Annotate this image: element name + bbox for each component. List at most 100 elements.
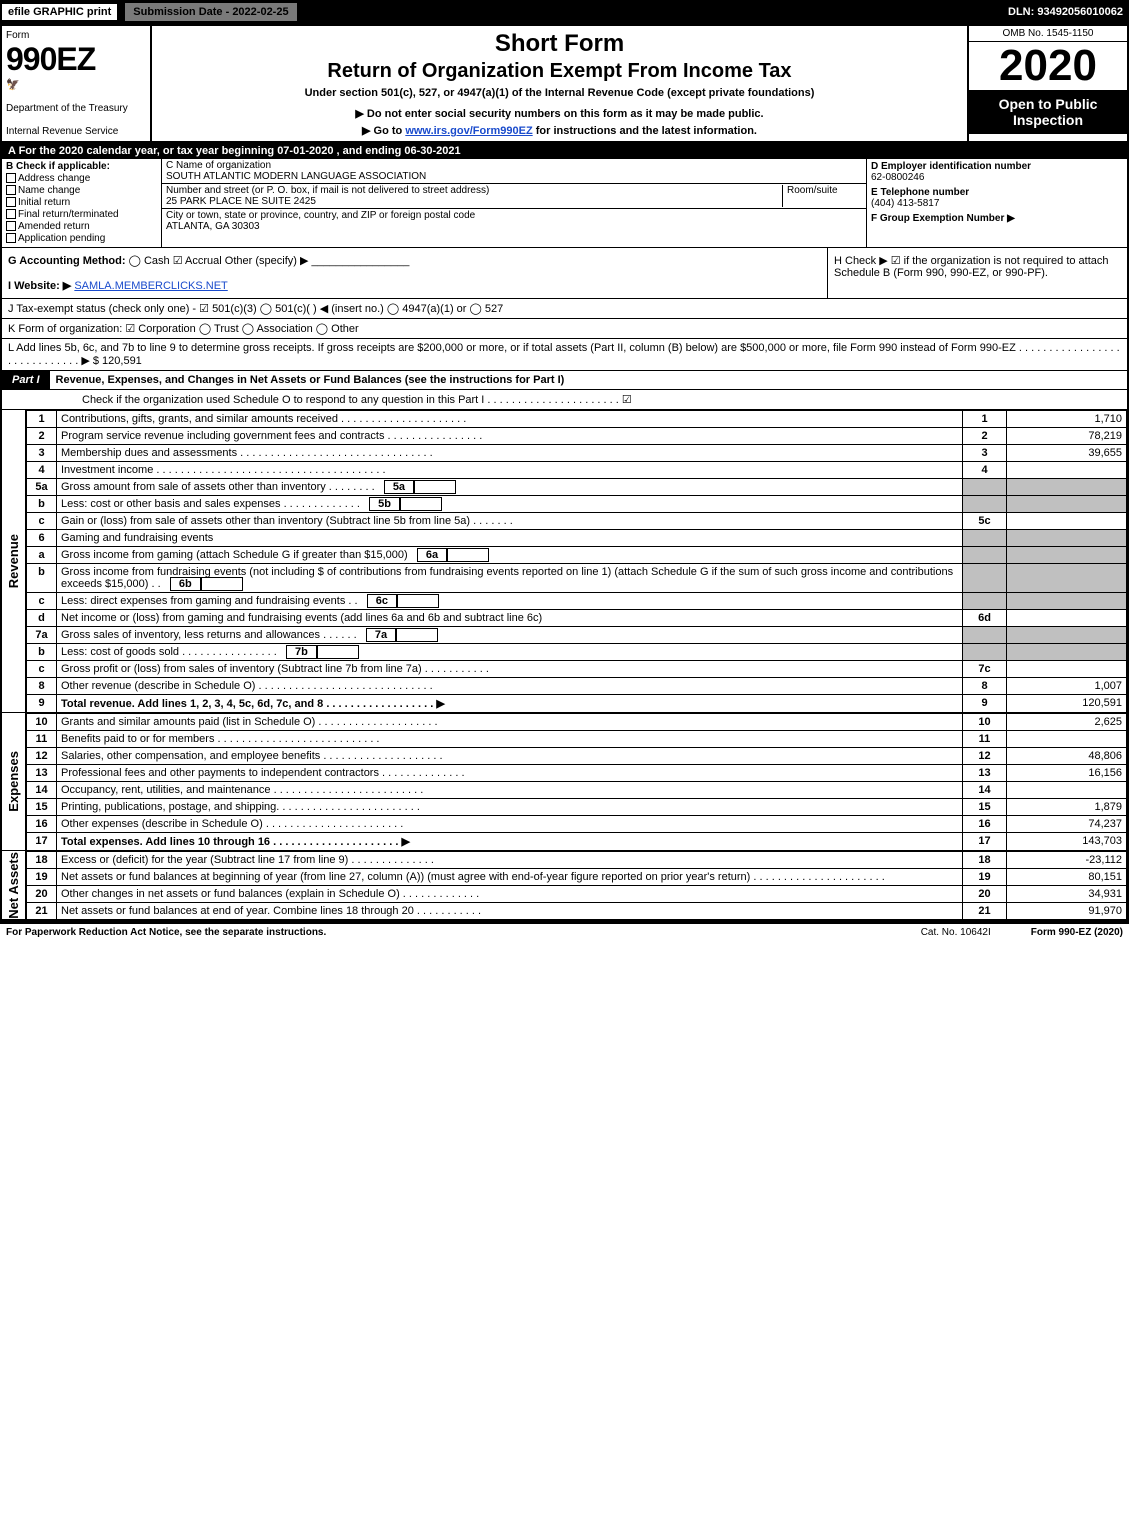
f-label: F Group Exemption Number ▶ (871, 213, 1015, 224)
form-outer: Form 990EZ 🦅 Department of the Treasury … (0, 24, 1129, 922)
row-15: 15Printing, publications, postage, and s… (27, 799, 1127, 816)
line-a-bar: A For the 2020 calendar year, or tax yea… (2, 143, 1127, 159)
col-c: C Name of organization SOUTH ATLANTIC MO… (162, 159, 867, 247)
c-name-label: C Name of organization (166, 160, 862, 171)
chk-amended-return[interactable]: Amended return (6, 221, 157, 232)
goto-post: for instructions and the latest informat… (536, 125, 757, 137)
row-2: 2Program service revenue including gover… (27, 428, 1127, 445)
g-accrual[interactable]: ☑ Accrual (173, 255, 222, 267)
b-label: B Check if applicable: (6, 161, 110, 172)
form-header: Form 990EZ 🦅 Department of the Treasury … (2, 26, 1127, 143)
row-1: 1Contributions, gifts, grants, and simil… (27, 411, 1127, 428)
row-8: 8Other revenue (describe in Schedule O) … (27, 678, 1127, 695)
c-city-label: City or town, state or province, country… (166, 210, 475, 221)
d-label: D Employer identification number (871, 161, 1031, 172)
row-14: 14Occupancy, rent, utilities, and mainte… (27, 782, 1127, 799)
row-11: 11Benefits paid to or for members . . . … (27, 731, 1127, 748)
footer-right: Form 990-EZ (2020) (1031, 927, 1123, 938)
row-20: 20Other changes in net assets or fund ba… (27, 886, 1127, 903)
website-link[interactable]: SAMLA.MEMBERCLICKS.NET (74, 280, 227, 292)
expenses-table: 10Grants and similar amounts paid (list … (26, 713, 1127, 851)
e-label: E Telephone number (871, 187, 969, 198)
chk-final-return[interactable]: Final return/terminated (6, 209, 157, 220)
form-word: Form (6, 30, 146, 41)
c-room-label: Room/suite (787, 185, 862, 196)
submission-date: Submission Date - 2022-02-25 (123, 1, 298, 23)
chk-application-pending[interactable]: Application pending (6, 233, 157, 244)
line-l: L Add lines 5b, 6c, and 7b to line 9 to … (2, 339, 1127, 371)
g-cash[interactable]: ◯ Cash (129, 255, 170, 267)
part-i-title: Revenue, Expenses, and Changes in Net As… (50, 374, 565, 386)
seal-icon: 🦅 (6, 78, 146, 91)
expenses-group: Expenses 10Grants and similar amounts pa… (2, 713, 1127, 851)
chk-name-change[interactable]: Name change (6, 185, 157, 196)
subtitle-ssn: ▶ Do not enter social security numbers o… (156, 107, 963, 120)
header-right: OMB No. 1545-1150 2020 Open to Public In… (967, 26, 1127, 141)
subtitle-section: Under section 501(c), 527, or 4947(a)(1)… (156, 87, 963, 99)
dln: DLN: 93492056010062 (1008, 6, 1129, 18)
netassets-side-label: Net Assets (2, 851, 26, 920)
chk-initial-return[interactable]: Initial return (6, 197, 157, 208)
row-6b: bGross income from fundraising events (n… (27, 564, 1127, 593)
revenue-group: Revenue 1Contributions, gifts, grants, a… (2, 410, 1127, 713)
row-4: 4Investment income . . . . . . . . . . .… (27, 462, 1127, 479)
row-6c: cLess: direct expenses from gaming and f… (27, 593, 1127, 610)
efile-label: efile GRAPHIC print (0, 2, 119, 22)
form-number: 990EZ (6, 41, 146, 78)
row-12: 12Salaries, other compensation, and empl… (27, 748, 1127, 765)
part-i-bar: Part I Revenue, Expenses, and Changes in… (2, 371, 1127, 390)
omb-number: OMB No. 1545-1150 (969, 26, 1127, 42)
section-bcd: B Check if applicable: Address change Na… (2, 159, 1127, 248)
revenue-side-label: Revenue (2, 410, 26, 713)
row-10: 10Grants and similar amounts paid (list … (27, 714, 1127, 731)
tax-year: 2020 (969, 42, 1127, 90)
row-3: 3Membership dues and assessments . . . .… (27, 445, 1127, 462)
h-text: H Check ▶ ☑ if the organization is not r… (834, 255, 1109, 279)
row-7b: bLess: cost of goods sold . . . . . . . … (27, 644, 1127, 661)
netassets-group: Net Assets 18Excess or (deficit) for the… (2, 851, 1127, 920)
row-13: 13Professional fees and other payments t… (27, 765, 1127, 782)
row-16: 16Other expenses (describe in Schedule O… (27, 816, 1127, 833)
part-i-check: Check if the organization used Schedule … (2, 390, 1127, 410)
c-name-value: SOUTH ATLANTIC MODERN LANGUAGE ASSOCIATI… (166, 171, 862, 182)
open-to-public: Open to Public Inspection (969, 90, 1127, 134)
line-k: K Form of organization: ☑ Corporation ◯ … (2, 319, 1127, 339)
g-other[interactable]: Other (specify) ▶ ________________ (225, 255, 410, 267)
expenses-side-label: Expenses (2, 713, 26, 851)
netassets-table: 18Excess or (deficit) for the year (Subt… (26, 851, 1127, 920)
g-block: G Accounting Method: ◯ Cash ☑ Accrual Ot… (2, 248, 827, 298)
chk-address-change[interactable]: Address change (6, 173, 157, 184)
subtitle-goto: ▶ Go to www.irs.gov/Form990EZ for instru… (156, 124, 963, 137)
part-i-tag: Part I (2, 371, 50, 389)
title-short-form: Short Form (156, 30, 963, 58)
goto-pre: ▶ Go to (362, 125, 405, 137)
h-block: H Check ▶ ☑ if the organization is not r… (827, 248, 1127, 298)
row-7c: cGross profit or (loss) from sales of in… (27, 661, 1127, 678)
page-footer: For Paperwork Reduction Act Notice, see … (0, 922, 1129, 941)
row-6a: aGross income from gaming (attach Schedu… (27, 547, 1127, 564)
irs-link[interactable]: www.irs.gov/Form990EZ (405, 125, 532, 137)
row-21: 21Net assets or fund balances at end of … (27, 903, 1127, 920)
line-j: J Tax-exempt status (check only one) - ☑… (2, 299, 1127, 319)
row-5b: bLess: cost or other basis and sales exp… (27, 496, 1127, 513)
row-18: 18Excess or (deficit) for the year (Subt… (27, 852, 1127, 869)
footer-mid: Cat. No. 10642I (921, 927, 991, 938)
top-bar: efile GRAPHIC print Submission Date - 20… (0, 0, 1129, 24)
header-mid: Short Form Return of Organization Exempt… (152, 26, 967, 141)
g-label: G Accounting Method: (8, 255, 126, 267)
row-6d: dNet income or (loss) from gaming and fu… (27, 610, 1127, 627)
row-5a: 5aGross amount from sale of assets other… (27, 479, 1127, 496)
i-label: I Website: ▶ (8, 280, 71, 292)
section-gh: G Accounting Method: ◯ Cash ☑ Accrual Ot… (2, 248, 1127, 299)
e-value: (404) 413-5817 (871, 198, 939, 209)
c-street-label: Number and street (or P. O. box, if mail… (166, 185, 782, 196)
row-17: 17Total expenses. Add lines 10 through 1… (27, 833, 1127, 851)
row-6: 6Gaming and fundraising events (27, 530, 1127, 547)
dept-treasury: Department of the Treasury (6, 103, 146, 114)
title-return: Return of Organization Exempt From Incom… (156, 60, 963, 83)
row-7a: 7aGross sales of inventory, less returns… (27, 627, 1127, 644)
c-city-value: ATLANTA, GA 30303 (166, 221, 475, 232)
col-b: B Check if applicable: Address change Na… (2, 159, 162, 247)
col-def: D Employer identification number62-08002… (867, 159, 1127, 247)
d-value: 62-0800246 (871, 172, 924, 183)
